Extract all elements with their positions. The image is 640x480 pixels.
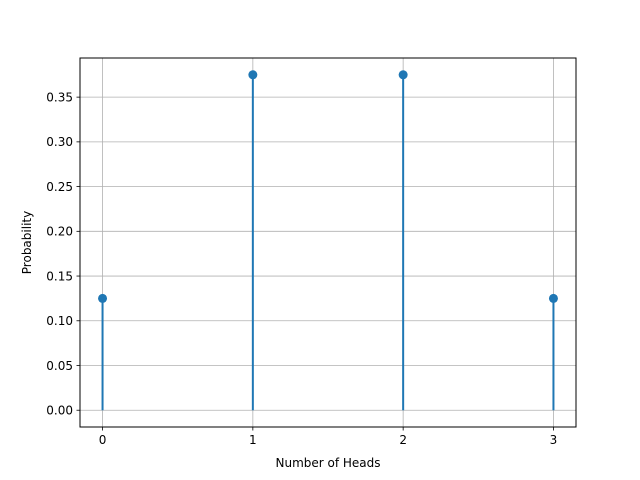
y-tick-label: 0.00 (46, 404, 73, 418)
y-axis-label: Probability (20, 211, 34, 274)
y-axis-ticks: 0.00 0.05 0.10 0.15 0.20 0.25 0.30 0.35 (46, 90, 80, 418)
x-tick-label: 2 (399, 433, 407, 447)
x-tick-label: 1 (249, 433, 257, 447)
x-tick-label: 3 (550, 433, 558, 447)
y-tick-label: 0.35 (46, 90, 73, 104)
plot-frame (79, 57, 577, 428)
y-tick-label: 0.30 (46, 135, 73, 149)
stems (101, 74, 555, 411)
stem-marker (248, 70, 258, 80)
y-tick-label: 0.10 (46, 314, 73, 328)
y-tick-label: 0.05 (46, 359, 73, 373)
stem-marker (398, 70, 408, 80)
y-tick-label: 0.25 (46, 180, 73, 194)
x-tick-label: 0 (99, 433, 107, 447)
y-tick-label: 0.15 (46, 269, 73, 283)
x-axis-label: Number of Heads (275, 456, 380, 470)
stem-marker (98, 293, 108, 303)
y-tick-label: 0.20 (46, 225, 73, 239)
x-axis-ticks: 0 1 2 3 (99, 427, 558, 447)
markers (98, 70, 558, 303)
stem-marker (548, 293, 558, 303)
